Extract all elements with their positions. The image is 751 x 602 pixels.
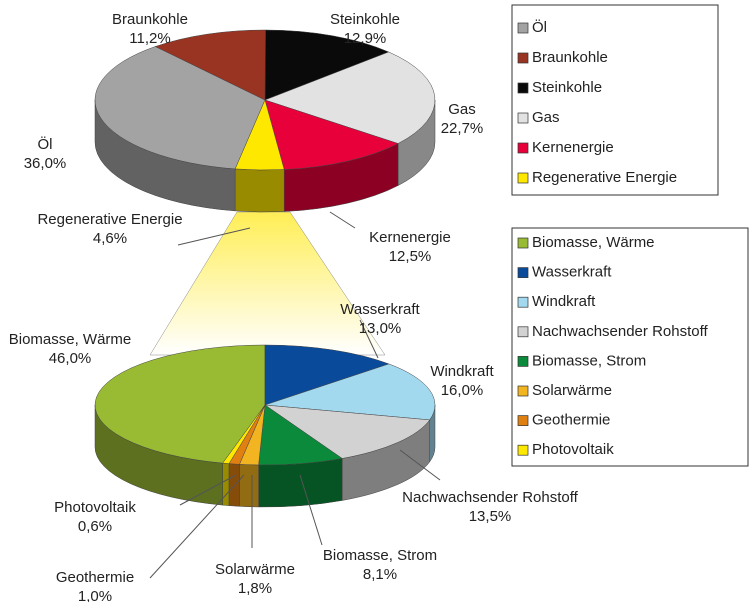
legend-box	[511, 227, 749, 467]
legend-label: Wasserkraft	[532, 264, 612, 281]
slice-label: Biomasse, Strom	[323, 547, 437, 564]
legend-label: Gas	[532, 109, 560, 126]
slice-value-label: 4,6%	[93, 230, 127, 247]
legend-swatch	[517, 237, 529, 249]
legend-label: Steinkohle	[532, 79, 602, 96]
legend-label: Braunkohle	[532, 49, 608, 66]
legend-swatch	[517, 415, 529, 426]
pie-slice	[264, 51, 436, 144]
pie-slice	[264, 363, 436, 421]
legend-label: Photovoltaik	[532, 441, 614, 458]
leader-line	[177, 227, 251, 246]
slice-label: Wasserkraft	[340, 301, 420, 318]
slice-value-label: 46,0%	[49, 350, 92, 367]
legend-label: Öl	[532, 18, 547, 36]
legend-label: Solarwärme	[532, 382, 612, 399]
leader-line	[149, 474, 245, 579]
slice-value-label: 11,2%	[129, 30, 170, 47]
pie-side	[222, 462, 230, 506]
pie-side	[239, 464, 259, 508]
legend-swatch	[517, 385, 529, 397]
legend-swatch	[517, 142, 529, 154]
legend-label: Biomasse, Strom	[532, 352, 646, 369]
legend-swatch	[517, 356, 529, 367]
pie-side	[234, 168, 285, 213]
slice-value-label: 8,1%	[363, 566, 397, 583]
legend-label: Nachwachsender Rohstoff	[532, 323, 708, 340]
slice-value-label: 12,5%	[389, 248, 432, 265]
slice-value-label: 16,0%	[441, 382, 484, 399]
slice-label: Geothermie	[56, 569, 134, 586]
legend-swatch	[517, 326, 529, 338]
pie-slice	[94, 344, 266, 464]
pie-slice	[94, 46, 266, 170]
pie-slice	[222, 404, 266, 464]
legend-swatch	[517, 296, 529, 308]
slice-label: Gas	[448, 101, 476, 118]
pie-side	[258, 458, 343, 508]
legend-label: Geothermie	[532, 412, 610, 429]
pies	[94, 29, 436, 508]
slice-label: Öl	[38, 135, 53, 153]
slice-value-label: 22,7%	[441, 120, 484, 137]
pie-slice	[264, 404, 431, 459]
leader-line	[299, 474, 323, 546]
legend-swatch	[517, 444, 529, 456]
slice-value-label: 13,0%	[359, 320, 402, 337]
labels: Öl 36,0% Braunkohle 11,2% Steinkohle 12,9% Gas…	[9, 11, 709, 602]
legend-label: Windkraft	[532, 293, 596, 310]
leader-line	[359, 319, 379, 359]
legend-swatch	[517, 82, 529, 94]
slice-value-label: 12,9%	[344, 30, 387, 47]
legend-label: Kernenergie	[532, 139, 614, 156]
legend-swatch	[517, 22, 529, 34]
pie-slice	[264, 344, 390, 406]
pie-slice	[154, 29, 266, 101]
pie-slice	[264, 99, 399, 170]
leader-line	[399, 449, 441, 481]
leader-line	[329, 211, 356, 229]
slice-label: Solarwärme	[215, 561, 295, 578]
slice-value-label: 13,5%	[469, 508, 512, 525]
pie-slice	[234, 99, 285, 171]
pie-slice	[264, 29, 390, 101]
slice-value-label: 1,8%	[238, 580, 272, 597]
legend-swatch	[517, 267, 529, 278]
slice-label: Nachwachsender Rohstoff	[402, 489, 578, 506]
slice-label: Photovoltaik	[54, 499, 136, 516]
slice-value-label: 0,6%	[78, 518, 112, 535]
leader-lines	[149, 211, 441, 579]
legend-box	[511, 4, 719, 196]
legend-swatch	[517, 172, 529, 184]
slice-label: Biomasse, Wärme	[9, 331, 132, 348]
legend-label: Regenerative Energie	[532, 169, 677, 186]
slice-value-label: 36,0%	[24, 155, 67, 172]
legend-label: Biomasse, Wärme	[532, 234, 655, 251]
slice-label: Steinkohle	[330, 11, 400, 28]
slice-label: Windkraft	[430, 363, 494, 380]
leader-line	[179, 474, 237, 506]
pie-side	[228, 463, 240, 507]
connector	[149, 211, 386, 356]
legend-swatch	[517, 112, 529, 124]
slice-label: Kernenergie	[369, 229, 451, 246]
slice-label: Regenerative Energie	[37, 211, 182, 228]
slice-label: Braunkohle	[112, 11, 188, 28]
slice-value-label: 1,0%	[78, 588, 112, 602]
legend-swatch	[517, 52, 529, 64]
